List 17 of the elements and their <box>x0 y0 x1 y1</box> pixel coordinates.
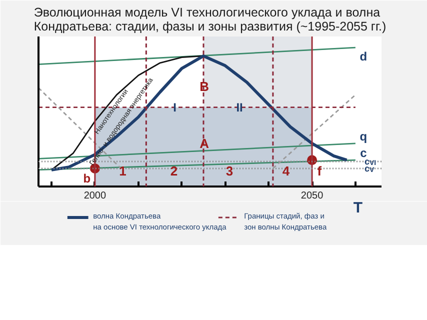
annotation: b <box>83 171 91 186</box>
annotation: q <box>360 129 368 144</box>
annotation: 1 <box>119 164 126 179</box>
annotation: B <box>200 79 210 94</box>
annotation: 2 <box>170 164 178 179</box>
chart-title: Эволюционная модель VI технологического уклада и волна Кондратьева: стадии, фазы и зоны развития (~1995-2055 гг.) <box>34 6 386 34</box>
annotation: 4 <box>282 164 290 179</box>
annotation: f <box>317 164 322 179</box>
annotation: c <box>360 146 368 160</box>
annotation: A <box>200 136 210 151</box>
annotation: I <box>173 100 177 114</box>
annotation: II <box>236 100 243 114</box>
x-tick-label: 2050 <box>300 190 324 202</box>
annotation: d <box>360 50 368 64</box>
x-axis-title: T <box>353 200 363 216</box>
x-tick-label: 2000 <box>84 190 107 202</box>
annotation: 3 <box>226 164 234 179</box>
